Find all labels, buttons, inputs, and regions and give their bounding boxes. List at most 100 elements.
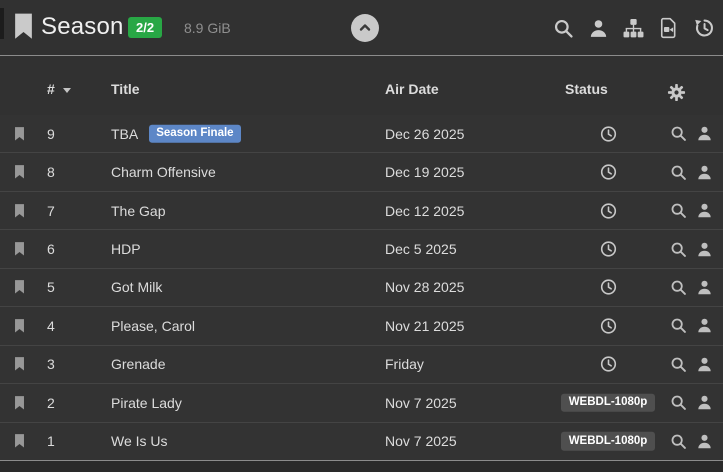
episode-row: 5 Got Milk Nov 28 2025 xyxy=(0,267,723,307)
episode-status-cell: WEBDL-1080p xyxy=(555,431,661,451)
episode-monitor-bookmark-icon[interactable] xyxy=(14,357,25,372)
collapse-season-button[interactable] xyxy=(351,14,379,42)
episode-title[interactable]: Got Milk xyxy=(111,279,163,296)
season-title: Season 1 xyxy=(41,13,145,40)
episode-search-button[interactable] xyxy=(669,432,687,450)
episode-interactive-search-button[interactable] xyxy=(695,317,713,335)
season-episode-file-button[interactable] xyxy=(658,17,679,39)
episode-title-cell: Charm Offensive xyxy=(111,164,216,180)
episode-interactive-search-button[interactable] xyxy=(695,240,713,258)
episode-number: 1 xyxy=(47,433,55,450)
season-search-button[interactable] xyxy=(553,17,574,39)
clock-icon xyxy=(600,241,617,258)
episode-title-cell: Grenade xyxy=(111,356,165,372)
clock-icon xyxy=(600,317,617,334)
table-options-button[interactable] xyxy=(666,82,686,102)
clock-icon xyxy=(600,279,617,296)
episode-title-cell: HDP xyxy=(111,241,141,257)
episode-title[interactable]: Pirate Lady xyxy=(111,394,182,411)
person-icon xyxy=(696,164,713,181)
episode-row: 9 TBA Season Finale Dec 26 2025 xyxy=(0,115,723,153)
finale-badge: Season Finale xyxy=(149,124,241,143)
episode-monitor-bookmark-icon[interactable] xyxy=(14,165,25,180)
clock-icon xyxy=(600,125,617,142)
person-icon xyxy=(588,18,609,39)
episode-interactive-search-button[interactable] xyxy=(695,278,713,296)
episode-title[interactable]: Please, Carol xyxy=(111,317,196,334)
episode-title-cell: The Gap xyxy=(111,203,165,219)
episode-title[interactable]: Grenade xyxy=(111,356,166,373)
episode-row: 3 Grenade Friday xyxy=(0,344,723,384)
episode-search-button[interactable] xyxy=(669,278,687,296)
episode-interactive-search-button[interactable] xyxy=(695,394,713,412)
person-icon xyxy=(696,125,713,142)
episode-air-date: Friday xyxy=(385,356,424,373)
episode-title[interactable]: TBA xyxy=(111,125,139,142)
column-header-title[interactable]: Title xyxy=(111,81,140,97)
episode-status-cell xyxy=(555,279,661,296)
episode-title-cell: We Is Us xyxy=(111,433,168,449)
episode-row: 7 The Gap Dec 12 2025 xyxy=(0,190,723,230)
episode-status-cell xyxy=(555,317,661,334)
season-interactive-search-button[interactable] xyxy=(588,17,609,39)
episode-search-button[interactable] xyxy=(669,355,687,373)
episode-monitor-bookmark-icon[interactable] xyxy=(14,280,25,295)
episode-status-cell xyxy=(555,164,661,181)
episode-interactive-search-button[interactable] xyxy=(695,163,713,181)
episode-title-cell: TBA Season Finale xyxy=(111,124,241,143)
episode-air-date: Dec 26 2025 xyxy=(385,125,465,142)
episode-number: 9 xyxy=(47,125,55,142)
episode-air-date: Nov 28 2025 xyxy=(385,279,465,296)
episode-title[interactable]: The Gap xyxy=(111,202,166,219)
episode-interactive-search-button[interactable] xyxy=(695,432,713,450)
episode-monitor-bookmark-icon[interactable] xyxy=(14,434,25,449)
file-video-icon xyxy=(659,17,678,39)
person-icon xyxy=(696,317,713,334)
episode-title-cell: Got Milk xyxy=(111,279,162,295)
episode-title[interactable]: We Is Us xyxy=(111,433,168,450)
episode-monitor-bookmark-icon[interactable] xyxy=(14,203,25,218)
episode-search-button[interactable] xyxy=(669,317,687,335)
episode-title[interactable]: HDP xyxy=(111,241,141,258)
episode-title[interactable]: Charm Offensive xyxy=(111,164,216,181)
episode-air-date: Nov 7 2025 xyxy=(385,433,457,450)
season-sitemap-button[interactable] xyxy=(623,17,644,39)
episode-search-button[interactable] xyxy=(669,163,687,181)
quality-badge: WEBDL-1080p xyxy=(560,431,656,451)
episode-status-cell xyxy=(555,202,661,219)
episode-monitor-bookmark-icon[interactable] xyxy=(14,242,25,257)
episode-number: 7 xyxy=(47,202,55,219)
episode-monitor-bookmark-icon[interactable] xyxy=(14,318,25,333)
episode-interactive-search-button[interactable] xyxy=(695,355,713,373)
episode-monitor-bookmark-icon[interactable] xyxy=(14,126,25,141)
column-header-air-date[interactable]: Air Date xyxy=(385,81,439,97)
episode-search-button[interactable] xyxy=(669,125,687,143)
column-header-status[interactable]: Status xyxy=(565,81,608,97)
column-number-label: # xyxy=(47,81,55,97)
episode-number: 5 xyxy=(47,279,55,296)
person-icon xyxy=(696,202,713,219)
episode-air-date: Nov 21 2025 xyxy=(385,317,465,334)
episode-search-button[interactable] xyxy=(669,240,687,258)
column-header-number[interactable]: # xyxy=(47,81,71,97)
season-monitor-bookmark-icon[interactable] xyxy=(13,13,34,40)
season-history-button[interactable] xyxy=(693,17,714,39)
quality-badge: WEBDL-1080p xyxy=(560,393,656,413)
episode-monitor-bookmark-icon[interactable] xyxy=(14,395,25,410)
episode-title-cell: Pirate Lady xyxy=(111,395,182,411)
episode-interactive-search-button[interactable] xyxy=(695,202,713,220)
episode-number: 3 xyxy=(47,356,55,373)
episode-search-button[interactable] xyxy=(669,202,687,220)
search-icon xyxy=(670,317,687,334)
episode-status-cell xyxy=(555,241,661,258)
search-icon xyxy=(553,18,574,39)
search-icon xyxy=(670,202,687,219)
episode-interactive-search-button[interactable] xyxy=(695,125,713,143)
episode-title-cell: Please, Carol xyxy=(111,318,195,334)
episode-number: 4 xyxy=(47,317,55,334)
gear-icon xyxy=(667,83,686,102)
episode-table-body: 9 TBA Season Finale Dec 26 2025 8 xyxy=(0,115,723,460)
left-edge-scrollbar xyxy=(0,8,4,39)
episode-search-button[interactable] xyxy=(669,394,687,412)
